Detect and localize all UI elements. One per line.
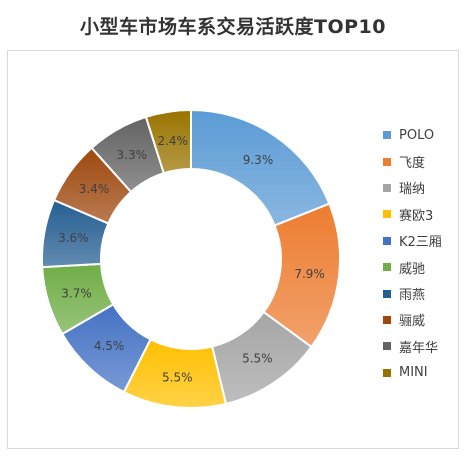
legend-label: K2三厢 xyxy=(399,235,442,251)
legend-item-POLO: POLO xyxy=(383,122,463,148)
legend-item-飞度: 飞度 xyxy=(383,148,463,174)
chart-legend: POLO 飞度瑞纳赛欧3 K2三厢威驰雨燕骊威嘉年华 MINI xyxy=(383,122,463,386)
legend-swatch xyxy=(383,289,391,298)
legend-label: 威驰 xyxy=(399,261,426,277)
legend-item-瑞纳: 瑞纳 xyxy=(383,175,463,201)
legend-label: 赛欧3 xyxy=(399,208,434,224)
legend-swatch xyxy=(383,342,391,351)
legend-label: POLO xyxy=(399,127,435,143)
legend-item-MINI: MINI xyxy=(383,360,463,386)
legend-item-威驰: 威驰 xyxy=(383,254,463,280)
chart-frame xyxy=(7,50,459,449)
legend-swatch xyxy=(383,183,391,192)
data-label-POLO: 9.3% xyxy=(243,153,274,167)
legend-swatch xyxy=(383,210,391,219)
data-label-瑞纳: 5.5% xyxy=(242,351,273,365)
legend-swatch xyxy=(383,368,391,377)
legend-swatch xyxy=(383,236,391,245)
data-label-K2三厢: 4.5% xyxy=(94,339,125,353)
legend-label: 飞度 xyxy=(399,156,426,172)
donut-slice-MINI xyxy=(144,108,192,175)
donut-slice-POLO xyxy=(190,108,331,227)
legend-label: 雨燕 xyxy=(399,288,426,304)
legend-label: 骊威 xyxy=(399,314,426,330)
data-label-嘉年华: 3.3% xyxy=(117,148,148,162)
legend-swatch xyxy=(383,131,391,140)
data-label-威驰: 3.7% xyxy=(61,286,92,300)
legend-swatch xyxy=(383,157,391,166)
legend-item-嘉年华: 嘉年华 xyxy=(383,333,463,359)
legend-label: 嘉年华 xyxy=(399,340,439,356)
data-label-MINI: 2.4% xyxy=(157,134,188,148)
legend-item-赛欧3: 赛欧3 xyxy=(383,201,463,227)
legend-item-K2三厢: K2三厢 xyxy=(383,228,463,254)
data-label-赛欧3: 5.5% xyxy=(162,371,193,385)
legend-swatch xyxy=(383,315,391,324)
data-label-骊威: 3.4% xyxy=(79,182,110,196)
legend-label: MINI xyxy=(399,365,428,381)
legend-label: 瑞纳 xyxy=(399,182,426,198)
data-label-雨燕: 3.6% xyxy=(58,231,89,245)
chart-title: 小型车市场车系交易活跃度TOP10 xyxy=(80,16,386,38)
data-label-飞度: 7.9% xyxy=(294,267,325,281)
legend-item-骊威: 骊威 xyxy=(383,307,463,333)
legend-swatch xyxy=(383,263,391,272)
legend-item-雨燕: 雨燕 xyxy=(383,280,463,306)
